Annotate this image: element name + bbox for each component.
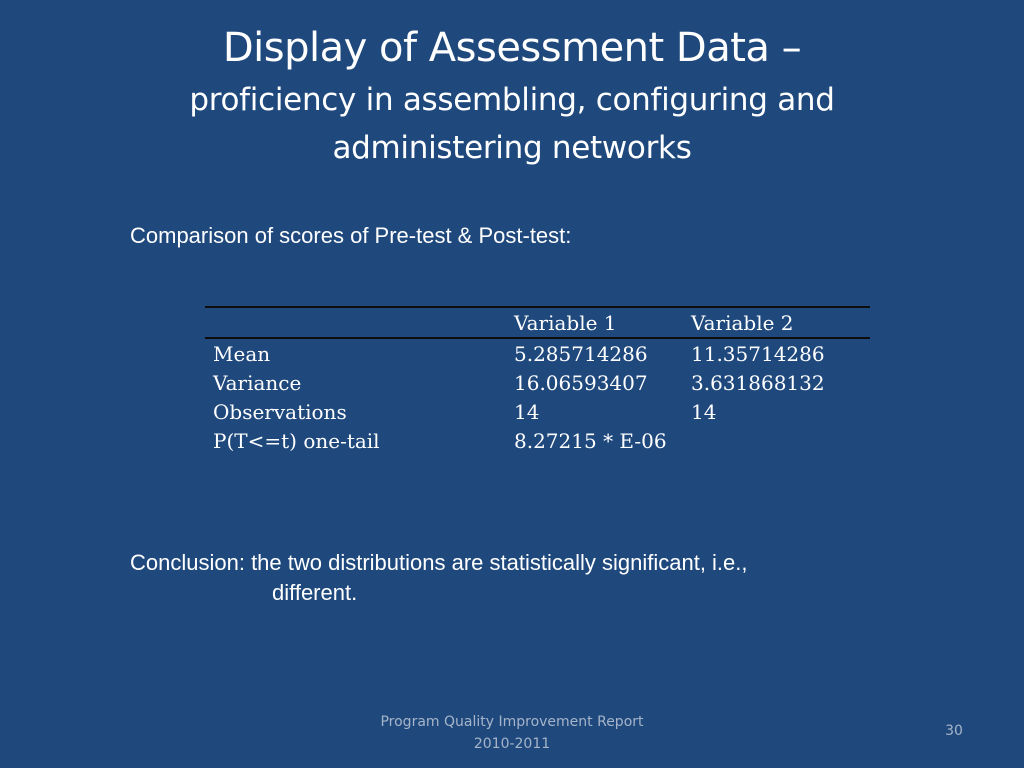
table-cell-label: Mean xyxy=(213,341,271,366)
table-cell-label: Observations xyxy=(213,399,347,424)
title-block: Display of Assessment Data – proficiency… xyxy=(0,22,1024,172)
conclusion-line-2: different. xyxy=(272,580,358,605)
table-row: Observations 14 14 xyxy=(205,397,870,426)
stats-table: Variable 1 Variable 2 Mean 5.285714286 1… xyxy=(205,306,870,455)
table-header-cell xyxy=(205,307,514,338)
intro-text: Comparison of scores of Pre-test & Post-… xyxy=(130,223,572,248)
footer-line-1: Program Quality Improvement Report xyxy=(380,714,644,730)
conclusion-text: Conclusion: the two distributions are st… xyxy=(130,548,870,608)
slide-subtitle: proficiency in assembling, configuring a… xyxy=(189,82,835,166)
table-cell: 16.06593407 xyxy=(514,370,648,395)
table-header-cell: Variable 2 xyxy=(691,310,794,335)
footer-line-2: 2010-2011 xyxy=(473,736,551,752)
footer: Program Quality Improvement Report 2010-… xyxy=(362,711,662,755)
table-cell: 14 xyxy=(514,399,540,424)
table-header-row: Variable 1 Variable 2 xyxy=(205,307,870,338)
page-number: 30 xyxy=(945,723,963,739)
table-cell: 11.35714286 xyxy=(691,341,825,366)
table-row: P(T<=t) one-tail 8.27215 * E-06 xyxy=(205,426,870,455)
table-cell-label: P(T<=t) one-tail xyxy=(213,428,380,453)
table-cell: 14 xyxy=(691,399,717,424)
table-row: Mean 5.285714286 11.35714286 xyxy=(205,338,870,368)
table-cell xyxy=(691,426,870,455)
conclusion-line-1: Conclusion: the two distributions are st… xyxy=(130,550,748,575)
table-cell: 3.631868132 xyxy=(691,370,825,395)
table-cell: 8.27215 * E-06 xyxy=(514,428,667,453)
table-row: Variance 16.06593407 3.631868132 xyxy=(205,368,870,397)
table-cell-label: Variance xyxy=(213,370,302,395)
table-header-cell: Variable 1 xyxy=(514,310,617,335)
table-cell: 5.285714286 xyxy=(514,341,648,366)
slide-title: Display of Assessment Data – xyxy=(222,25,802,71)
